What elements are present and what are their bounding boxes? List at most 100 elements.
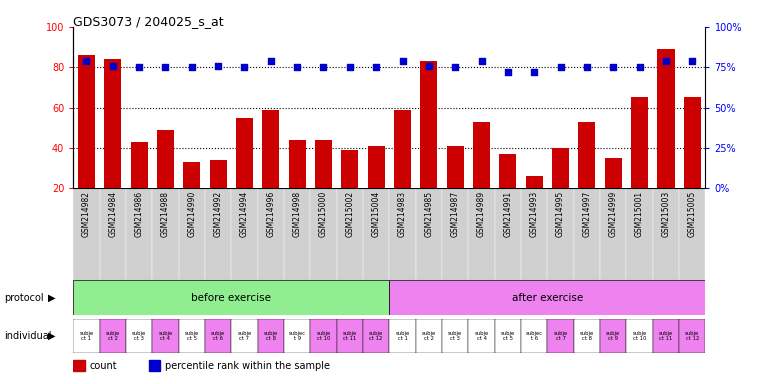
- Bar: [526, 176, 543, 228]
- Point: [133, 64, 145, 70]
- Bar: [284, 188, 310, 280]
- Bar: [552, 148, 569, 228]
- Bar: [679, 319, 705, 353]
- Text: GSM214999: GSM214999: [609, 191, 618, 237]
- Text: subjec
t 9: subjec t 9: [288, 331, 306, 341]
- Bar: [416, 188, 442, 280]
- Bar: [258, 188, 284, 280]
- Text: GSM214993: GSM214993: [530, 191, 539, 237]
- Bar: [231, 188, 258, 280]
- Bar: [130, 142, 148, 228]
- Text: subje
ct 2: subje ct 2: [106, 331, 120, 341]
- Bar: [236, 118, 253, 228]
- Point: [449, 64, 461, 70]
- Text: GSM214986: GSM214986: [135, 191, 143, 237]
- Bar: [104, 59, 121, 228]
- Bar: [521, 319, 547, 353]
- Point: [476, 58, 488, 64]
- Bar: [626, 188, 653, 280]
- Bar: [394, 109, 411, 228]
- Text: GSM214988: GSM214988: [161, 191, 170, 237]
- Point: [160, 64, 172, 70]
- Bar: [389, 280, 705, 315]
- Bar: [342, 150, 359, 228]
- Bar: [337, 188, 363, 280]
- Text: subje
ct 1: subje ct 1: [79, 331, 93, 341]
- Bar: [547, 319, 574, 353]
- Text: subje
ct 11: subje ct 11: [659, 331, 673, 341]
- Text: GSM215001: GSM215001: [635, 191, 644, 237]
- Bar: [231, 319, 258, 353]
- Bar: [416, 319, 442, 353]
- Text: GSM214985: GSM214985: [424, 191, 433, 237]
- Text: subje
ct 12: subje ct 12: [369, 331, 383, 341]
- Bar: [205, 319, 231, 353]
- Text: ▶: ▶: [48, 331, 56, 341]
- Bar: [205, 188, 231, 280]
- Bar: [315, 140, 332, 228]
- Point: [502, 69, 514, 75]
- Bar: [495, 188, 521, 280]
- Bar: [653, 319, 679, 353]
- Point: [370, 64, 382, 70]
- Text: GSM215005: GSM215005: [688, 191, 697, 237]
- Text: subje
ct 2: subje ct 2: [422, 331, 436, 341]
- Bar: [473, 122, 490, 228]
- Bar: [604, 158, 622, 228]
- Bar: [149, 360, 160, 371]
- Text: count: count: [89, 361, 116, 371]
- Bar: [500, 154, 517, 228]
- Bar: [469, 319, 495, 353]
- Bar: [126, 188, 153, 280]
- Bar: [310, 319, 337, 353]
- Bar: [99, 319, 126, 353]
- Text: subje
ct 8: subje ct 8: [580, 331, 594, 341]
- Bar: [183, 162, 200, 228]
- Point: [607, 64, 619, 70]
- Bar: [600, 319, 626, 353]
- Bar: [420, 61, 437, 228]
- Text: GSM215002: GSM215002: [345, 191, 355, 237]
- Bar: [73, 280, 389, 315]
- Text: subje
ct 4: subje ct 4: [474, 331, 489, 341]
- Bar: [389, 319, 416, 353]
- Text: GSM215003: GSM215003: [662, 191, 671, 237]
- Text: GSM214982: GSM214982: [82, 191, 91, 237]
- Bar: [153, 319, 179, 353]
- Text: GSM214990: GSM214990: [187, 191, 197, 237]
- Point: [660, 58, 672, 64]
- Point: [106, 63, 119, 69]
- Text: GSM214995: GSM214995: [556, 191, 565, 237]
- Point: [423, 63, 435, 69]
- Bar: [547, 188, 574, 280]
- Point: [318, 64, 330, 70]
- Point: [581, 64, 593, 70]
- Text: GSM214984: GSM214984: [108, 191, 117, 237]
- Bar: [78, 55, 95, 228]
- Text: GSM214996: GSM214996: [266, 191, 275, 237]
- Bar: [126, 319, 153, 353]
- Bar: [631, 98, 648, 228]
- Text: subje
ct 9: subje ct 9: [606, 331, 621, 341]
- Bar: [389, 188, 416, 280]
- Text: individual: individual: [4, 331, 52, 341]
- Bar: [73, 360, 85, 371]
- Text: subje
ct 1: subje ct 1: [396, 331, 409, 341]
- Point: [80, 58, 93, 64]
- Point: [686, 58, 699, 64]
- Bar: [626, 319, 653, 353]
- Bar: [521, 188, 547, 280]
- Bar: [284, 319, 310, 353]
- Bar: [684, 98, 701, 228]
- Bar: [179, 319, 205, 353]
- Bar: [442, 188, 469, 280]
- Bar: [262, 109, 279, 228]
- Bar: [653, 188, 679, 280]
- Bar: [99, 188, 126, 280]
- Bar: [210, 160, 227, 228]
- Text: percentile rank within the sample: percentile rank within the sample: [165, 361, 330, 371]
- Text: GSM215000: GSM215000: [319, 191, 328, 237]
- Point: [634, 64, 646, 70]
- Text: subje
ct 10: subje ct 10: [316, 331, 331, 341]
- Text: GSM214997: GSM214997: [582, 191, 591, 237]
